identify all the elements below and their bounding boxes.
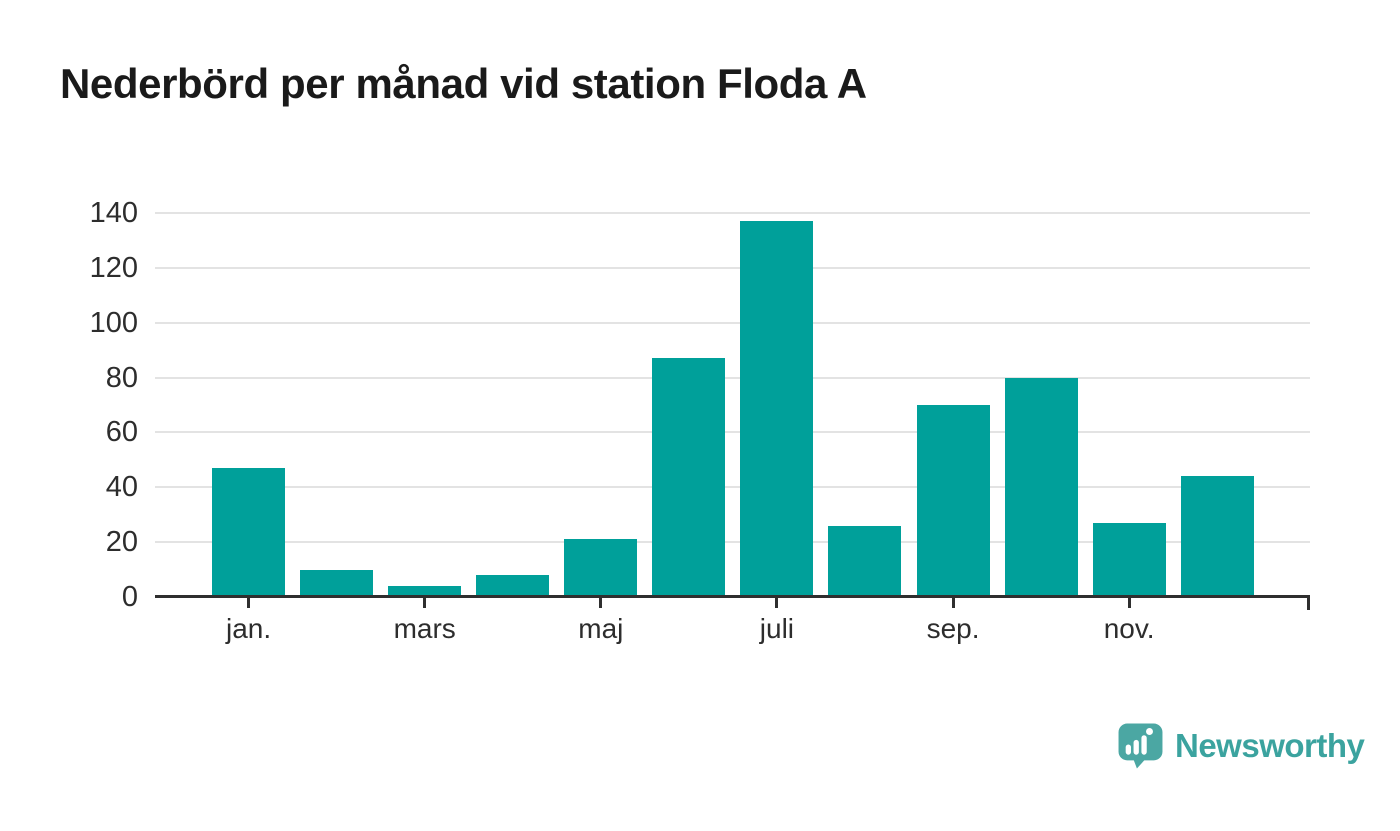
bar-juni (652, 358, 726, 597)
gridline-100 (155, 321, 1310, 324)
x-axis-tick-label: juli (759, 613, 795, 644)
x-axis-tick-label: maj (578, 613, 624, 644)
y-axis-tick-label: 40 (105, 471, 138, 504)
y-axis-tick-label: 100 (89, 306, 138, 339)
bar-apr (476, 575, 550, 597)
x-axis-tick (775, 598, 779, 608)
bar-dec (1180, 476, 1254, 597)
bar-mars (388, 586, 462, 597)
bar-nov (1092, 522, 1166, 597)
x-axis-tick-label: mars (393, 613, 456, 644)
x-axis-end-tick (1307, 598, 1310, 610)
x-axis-tick (951, 598, 955, 608)
x-axis-line (155, 595, 1310, 598)
gridline-60 (155, 431, 1310, 434)
bar-juli (740, 221, 814, 597)
bar-okt (1004, 377, 1078, 597)
x-axis-tick (247, 598, 251, 608)
bar-aug (828, 525, 902, 597)
x-axis-tick-label: nov. (1103, 613, 1155, 644)
x-axis-tick-label: sep. (926, 613, 980, 644)
branding: Newsworthy (1117, 722, 1365, 769)
gridline-140 (155, 211, 1310, 214)
chart-title: Nederbörd per månad vid station Floda A (60, 60, 867, 107)
speech-bubble-shape (1118, 723, 1163, 769)
x-axis-tick (1127, 598, 1131, 608)
gridline-20 (155, 541, 1310, 544)
x-axis-tick-label: jan. (226, 613, 272, 644)
bar-maj (564, 539, 638, 597)
y-axis-tick-label: 120 (89, 251, 138, 284)
y-axis-tick-label: 0 (121, 581, 138, 613)
branding-label: Newsworthy (1175, 726, 1365, 764)
y-axis-tick-label: 140 (89, 196, 138, 229)
x-axis-tick (599, 598, 603, 608)
gridline-120 (155, 266, 1310, 269)
gridline-40 (155, 486, 1310, 489)
bar-jan (212, 468, 286, 597)
gridline-80 (155, 376, 1310, 379)
x-axis-tick (423, 598, 427, 608)
newsworthy-logo-icon (1118, 723, 1163, 769)
y-axis-tick-label: 80 (105, 361, 138, 394)
y-axis-tick-label: 20 (105, 526, 138, 559)
mini-bar-chart-glyph (1125, 728, 1153, 755)
bar-sep (916, 404, 990, 597)
bar-feb (300, 569, 374, 597)
y-axis-tick-label: 60 (105, 416, 138, 449)
